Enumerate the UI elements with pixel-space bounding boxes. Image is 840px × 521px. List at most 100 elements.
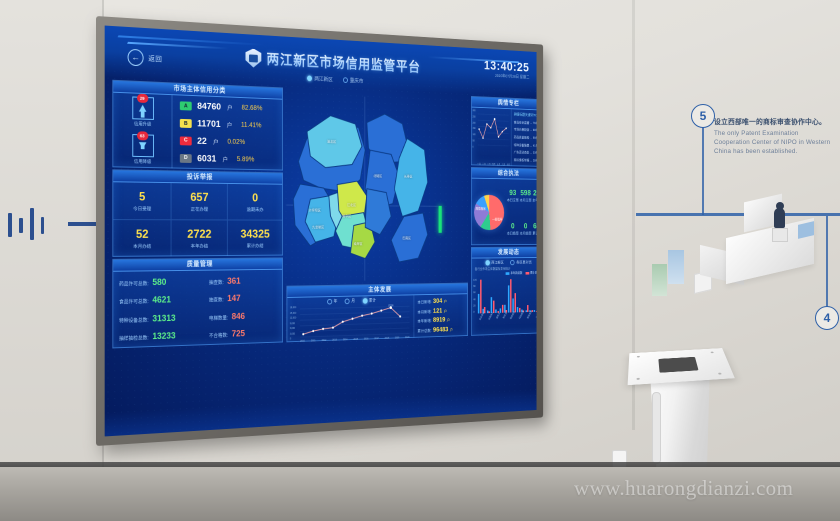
panel-public-opinion: 舆情专栏 [470,95,537,167]
radio-icon [485,260,490,266]
radio-icon [342,77,348,83]
credit-row[interactable]: C 22 户 0.02% [179,135,279,148]
stat-value: 657 [190,189,209,204]
wall-illustration-building-2 [652,264,667,296]
bar-group [486,278,491,314]
stat-cell[interactable]: 93 本日立案 [506,179,519,212]
stat-value: 52 [135,226,149,241]
grade-count: 84760 [197,101,222,113]
bar-group [533,277,537,312]
stat-cell[interactable]: 0 本月结案 [519,212,532,245]
scope-option-1[interactable]: 重庆市 [342,76,363,85]
display-bezel: ← 返回 两江新区市场信用监管平台 两江新区 重庆市 [96,16,544,446]
credit-row[interactable]: A 84760 户 82.68% [179,101,279,115]
panel-entity-development: 主体发展 年 月 累计 [286,282,468,343]
wall-illustration-person-head [776,202,784,210]
wall-timeline-line [636,213,840,216]
stat-cell[interactable]: 623 累计结案 [532,212,536,245]
quality-row: 特种设备总数: 31313 [119,312,200,324]
map-region-label: 渝北区 [327,139,337,144]
stat-cell[interactable]: 657 正在办理 [171,183,228,220]
back-button-label: 返回 [148,55,163,63]
quality-value: 846 [231,310,246,321]
map-region-label: 巴南区 [402,236,411,241]
grade-count: 22 [197,135,207,147]
wall-timeline-stem-5 [702,115,704,215]
panel-complaints: 投诉举报 5 今日受理 657 正在办理 0 逾期未办 52 本月办结 2722 本年办结… [112,169,283,257]
tab-cumulative[interactable]: 累计 [362,298,376,304]
public-opinion-list[interactable]: 舆情标题关键词TOP6 食品安全监管 ... 76条 市场价格投诉 ... 68… [510,109,537,167]
stat-cell[interactable]: 0 逾期未办 [227,183,283,221]
list-item[interactable]: 特种设备隐患 ... 41条 [513,143,537,148]
quality-right-column: 抽查数: 361 抽查数: 147 电梯数量: 846 不合格数: 725 [200,272,277,344]
map-region-label: 北碚区 [373,174,383,178]
map-region-label: 南岸区 [353,242,363,246]
wall-timeline-stem-4 [826,216,828,316]
wall-marker-4: 4 [815,306,839,330]
stat-cell[interactable]: 2722 本年办结 [171,219,228,257]
develop-stat-unit: 户 [443,298,447,304]
public-opinion-line-chart: 300 250 200 150 100 50 0 一月 二月 三月 四月 五月 六月 七月 [472,108,511,167]
list-item[interactable]: 食品安全监管 ... 76条 [513,120,537,125]
tab-compare[interactable]: 各区县对比 [510,259,532,266]
bar-category-label: 制造业 [502,311,508,320]
baseboard [0,462,840,471]
credit-downgrade-item[interactable]: 63 信用降级 [131,130,154,165]
list-item[interactable]: 药品质量抽检 ... 55条 [513,135,537,140]
quality-row: 电梯数量: 846 [209,310,277,322]
development-line-svg: 17200 [290,305,411,340]
stat-cell[interactable]: 244 本年立案 [532,180,536,213]
panel-header: 发展动态 [471,247,537,259]
quality-key: 抽样抽检总数: [119,335,149,343]
bar-group [503,278,508,313]
bar-group [512,277,516,313]
bar [514,292,516,313]
stat-cell[interactable]: 0 本日结案 [506,212,519,245]
map-container[interactable]: 渝北区 北碚区 长寿区 巴南区 沙坪坝区 九龙坡区 渝中区 江北区 南岸区 [286,93,442,282]
stat-label: 本日结案 [506,230,519,236]
pie-slice-label: 简易程序 [475,206,486,211]
stat-cell[interactable]: 34325 累计办结 [228,220,282,256]
wall-caption: 设立西部唯一的商标审查协作中心。 The only Patent Examina… [714,118,834,157]
grade-unit: 户 [227,106,233,113]
credit-row[interactable]: D 6031 户 5.89% [179,153,279,166]
list-item[interactable]: 商标侵权举报 ... 28条 [513,158,537,163]
stat-value: 5 [139,189,146,204]
wall-illustration-building-1 [668,250,684,284]
tab-year[interactable]: 年 [326,299,337,305]
development-line-chart: 17200 18,000 15,000 12,000 9,000 6,000 3,000 0… [290,303,411,343]
grade-pct: 11.41% [241,122,262,130]
stat-cell[interactable]: 5 今日受理 [113,182,172,220]
district-map[interactable]: 渝北区 北碚区 长寿区 巴南区 沙坪坝区 九龙坡区 渝中区 江北区 南岸区 [286,93,437,282]
bar [501,304,504,313]
credit-upgrade-badge: 29 [136,93,148,104]
stat-value: 0 [511,221,515,230]
credit-downgrade-label: 信用降级 [134,158,152,164]
stat-label: 本月结案 [519,230,532,236]
tab-month[interactable]: 月 [344,298,355,305]
dynamics-tabs[interactable]: 两江新区 各区县对比 [472,260,537,266]
develop-stat-value: 121 [433,307,443,315]
quality-key: 药品许可总数: [119,281,149,288]
bar-category-label: 建筑业 [496,312,501,320]
scope-option-0[interactable]: 两江新区 [307,74,333,83]
radio-icon [510,259,515,266]
stat-label: 今日受理 [133,207,152,213]
list-item[interactable]: 广告违法查处 ... 33条 [513,150,537,155]
list-item[interactable]: 市场价格投诉 ... 68条 [513,127,537,133]
stat-cell[interactable]: 52 本月办结 [113,219,172,257]
stat-cell[interactable]: 598 本月立案 [519,179,532,212]
map-region [305,195,339,242]
bar-group [490,278,495,314]
map-svg[interactable] [286,93,437,282]
back-button[interactable]: ← 返回 [127,48,163,68]
panel-credit-classification: 市场主体信用分类 29 信用升级 63 [112,79,283,171]
grade-badge: B [179,118,192,129]
bar-group [516,277,521,313]
tab-district[interactable]: 两江新区 [485,260,504,266]
quality-value: 4621 [152,294,172,306]
quality-value: 361 [227,276,241,286]
credit-row[interactable]: B 11701 户 11.41% [179,118,279,132]
credit-upgrade-item[interactable]: 29 信用升级 [131,93,154,128]
grade-badge: C [179,136,192,146]
